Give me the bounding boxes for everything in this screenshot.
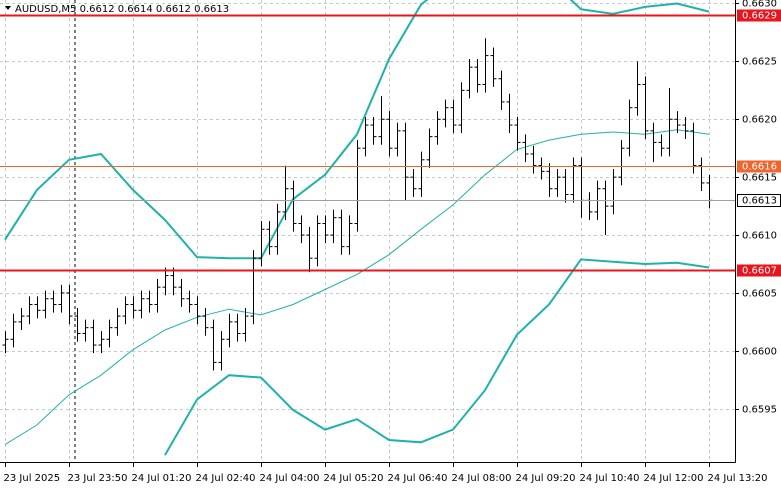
bollinger-band [164, 258, 710, 456]
current-price-label: 0.6613 [742, 196, 777, 207]
level-label-box [737, 264, 781, 277]
y-tick-label: 0.6615 [742, 173, 777, 184]
x-tick-label: 24 Jul 05:20 [324, 473, 384, 484]
level-label: 0.6629 [742, 11, 777, 22]
x-tick-label: 23 Jul 2025 [4, 473, 61, 484]
marks [0, 0, 735, 456]
grid [0, 0, 735, 462]
level-label-box [737, 9, 781, 22]
x-tick-label: 24 Jul 09:20 [516, 473, 576, 484]
x-tick-label: 24 Jul 08:00 [452, 473, 512, 484]
level-label: 0.6616 [742, 162, 777, 173]
x-tick-label: 23 Jul 23:50 [68, 473, 128, 484]
x-tick-label: 24 Jul 01:20 [132, 473, 192, 484]
y-tick-label: 0.6620 [742, 115, 777, 126]
level-label: 0.6607 [742, 266, 777, 277]
y-tick-label: 0.6610 [742, 231, 777, 242]
x-tick-label: 24 Jul 13:20 [708, 473, 768, 484]
y-tick-label: 0.6625 [742, 57, 777, 68]
y-tick-label: 0.6630 [742, 0, 777, 10]
x-tick-label: 24 Jul 06:40 [388, 473, 448, 484]
chart-title: AUDUSD,M5 0.6612 0.6614 0.6612 0.6613 [15, 4, 229, 15]
y-tick-label: 0.6605 [742, 289, 777, 300]
x-tick-label: 24 Jul 02:40 [196, 473, 256, 484]
bollinger-band [4, 129, 710, 446]
header-arrow [5, 6, 11, 10]
x-tick-label: 24 Jul 10:40 [580, 473, 640, 484]
y-tick-label: 0.6600 [742, 347, 777, 358]
x-tick-label: 24 Jul 12:00 [644, 473, 704, 484]
bollinger-band [4, 0, 710, 260]
x-tick-label: 24 Jul 04:00 [260, 473, 320, 484]
level-label-box [737, 160, 781, 173]
y-tick-label: 0.6595 [742, 405, 777, 416]
